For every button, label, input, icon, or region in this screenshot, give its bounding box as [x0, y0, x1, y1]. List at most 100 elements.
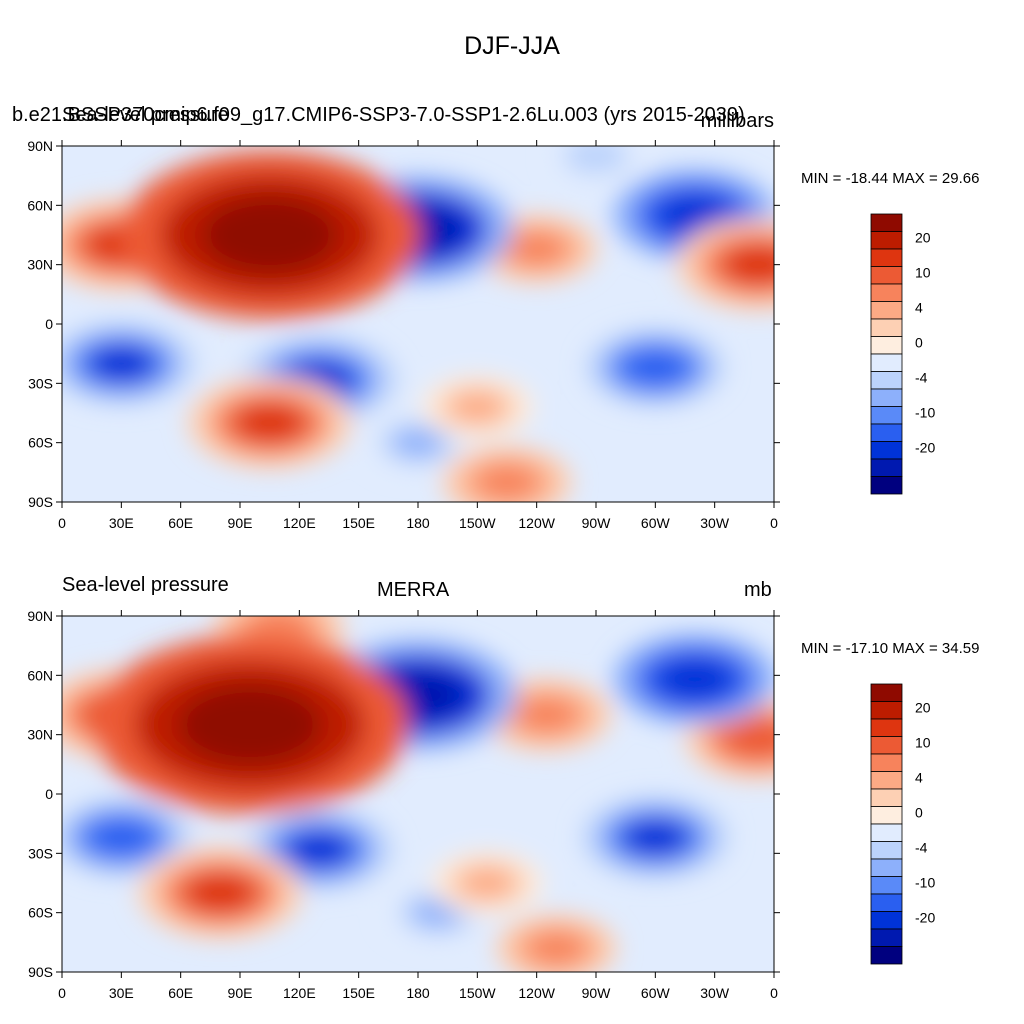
contour-feature: [87, 344, 155, 383]
y-tick-label: 30N: [27, 727, 53, 743]
x-tick-label: 180: [406, 515, 430, 531]
colorbar-box: [870, 283, 903, 302]
x-tick-label: 90E: [228, 985, 253, 1001]
y-tick-label: 90S: [28, 494, 53, 510]
panel1-units-label: millibars: [700, 110, 774, 132]
x-tick-label: 90W: [582, 985, 612, 1001]
colorbar: 20 10 4 0 -4 -10 -20: [870, 213, 935, 495]
colorbar-box: [870, 753, 903, 772]
colorbar-box: [870, 928, 903, 947]
colorbar-label: 0: [915, 805, 923, 821]
y-tick-label: 90N: [27, 138, 53, 154]
contour-feature: [621, 818, 689, 857]
contour-feature: [724, 719, 774, 758]
panel2-variable-label: Sea-level pressure: [62, 574, 229, 596]
contour-feature: [232, 401, 308, 444]
colorbar-box: [870, 213, 903, 232]
contour-field: [62, 616, 774, 972]
colorbar-box: [870, 248, 903, 267]
map-panel-1: 0 30E 60E 90E 120E 150E 180 150W 120W 90W 60W 30W 0 9…: [27, 138, 780, 531]
x-tick-label: 90E: [228, 515, 253, 531]
panel1-variable-label: Sea-level pressure: [62, 104, 229, 126]
colorbar-box: [870, 946, 903, 965]
contour-feature: [516, 698, 577, 732]
panel2-units-label: mb: [744, 579, 772, 601]
x-tick-label: 90W: [582, 515, 612, 531]
x-tick-label: 180: [406, 985, 430, 1001]
colorbar-box: [870, 406, 903, 425]
contour-feature: [657, 658, 733, 701]
contour-feature: [575, 146, 617, 168]
colorbar-label: 4: [915, 300, 923, 316]
colorbar-label: -4: [915, 840, 928, 856]
colorbar-box: [870, 371, 903, 390]
colorbar-box: [870, 841, 903, 860]
colorbar-label: -4: [915, 370, 928, 386]
colorbar-box: [870, 683, 903, 702]
x-tick-label: 60W: [641, 515, 671, 531]
colorbar-label: 20: [915, 230, 931, 246]
contour-feature: [394, 429, 442, 457]
y-tick-label: 0: [45, 316, 53, 332]
contour-feature: [451, 392, 504, 422]
colorbar-box: [870, 388, 903, 407]
contour-feature: [477, 465, 537, 499]
x-tick-label: 120E: [283, 515, 316, 531]
contour-feature: [623, 349, 688, 386]
colorbar-label: -10: [915, 875, 935, 891]
x-tick-label: 0: [58, 985, 66, 1001]
x-tick-label: 30W: [700, 985, 730, 1001]
colorbar-box: [870, 788, 903, 807]
x-tick-label: 60E: [168, 515, 193, 531]
colorbar-box: [870, 806, 903, 825]
x-tick-label: 120E: [283, 985, 316, 1001]
colorbar-box: [870, 318, 903, 337]
x-tick-label: 150W: [459, 515, 496, 531]
colorbar-label: 20: [915, 700, 931, 716]
panel1-case-label: b.e21.BSSP370cmip6.f09_g17.CMIP6-SSP3-7.…: [12, 104, 745, 126]
y-tick-label: 90N: [27, 608, 53, 624]
y-tick-label: 60S: [28, 905, 53, 921]
x-tick-label: 150E: [342, 515, 375, 531]
contour-feature: [528, 932, 585, 964]
x-tick-label: 60E: [168, 985, 193, 1001]
colorbar-label: -10: [915, 405, 935, 421]
colorbar: 20 10 4 0 -4 -10 -20: [870, 683, 935, 965]
colorbar-label: 10: [915, 735, 931, 751]
x-tick-label: 0: [770, 515, 778, 531]
panel2-dataset-label: MERRA: [377, 579, 450, 601]
colorbar-label: 10: [915, 265, 931, 281]
x-tick-label: 30W: [700, 515, 730, 531]
x-tick-label: 60W: [641, 985, 671, 1001]
colorbar-box: [870, 736, 903, 755]
x-tick-label: 0: [770, 985, 778, 1001]
x-tick-label: 120W: [518, 985, 555, 1001]
y-tick-label: 60N: [27, 667, 53, 683]
contour-feature: [201, 196, 338, 274]
x-tick-label: 30E: [109, 515, 134, 531]
y-tick-label: 60S: [28, 435, 53, 451]
panel2-min-max: MIN = -17.10 MAX = 34.59: [801, 640, 980, 657]
colorbar-box: [870, 718, 903, 737]
y-tick-label: 30S: [28, 375, 53, 391]
panel1-min-max: MIN = -18.44 MAX = 29.66: [801, 170, 980, 187]
colorbar-box: [870, 858, 903, 877]
colorbar-box: [870, 266, 903, 285]
colorbar-box: [870, 301, 903, 320]
contour-feature: [285, 830, 353, 869]
map-panel-2: 0 30E 60E 90E 120E 150E 180 150W 120W 90W 60W 30W 09…: [27, 608, 780, 1001]
colorbar-box: [870, 771, 903, 790]
colorbar-box: [870, 701, 903, 720]
y-tick-label: 30N: [27, 257, 53, 273]
x-tick-label: 120W: [518, 515, 555, 531]
y-tick-label: 30S: [28, 845, 53, 861]
contour-feature: [182, 871, 258, 914]
figure-title: DJF-JJA: [464, 32, 560, 60]
contour-feature: [461, 868, 514, 898]
colorbar-label: -20: [915, 440, 935, 456]
contour-feature: [177, 684, 322, 766]
colorbar-box: [870, 893, 903, 912]
colorbar-box: [870, 823, 903, 842]
contour-field: [62, 146, 774, 502]
